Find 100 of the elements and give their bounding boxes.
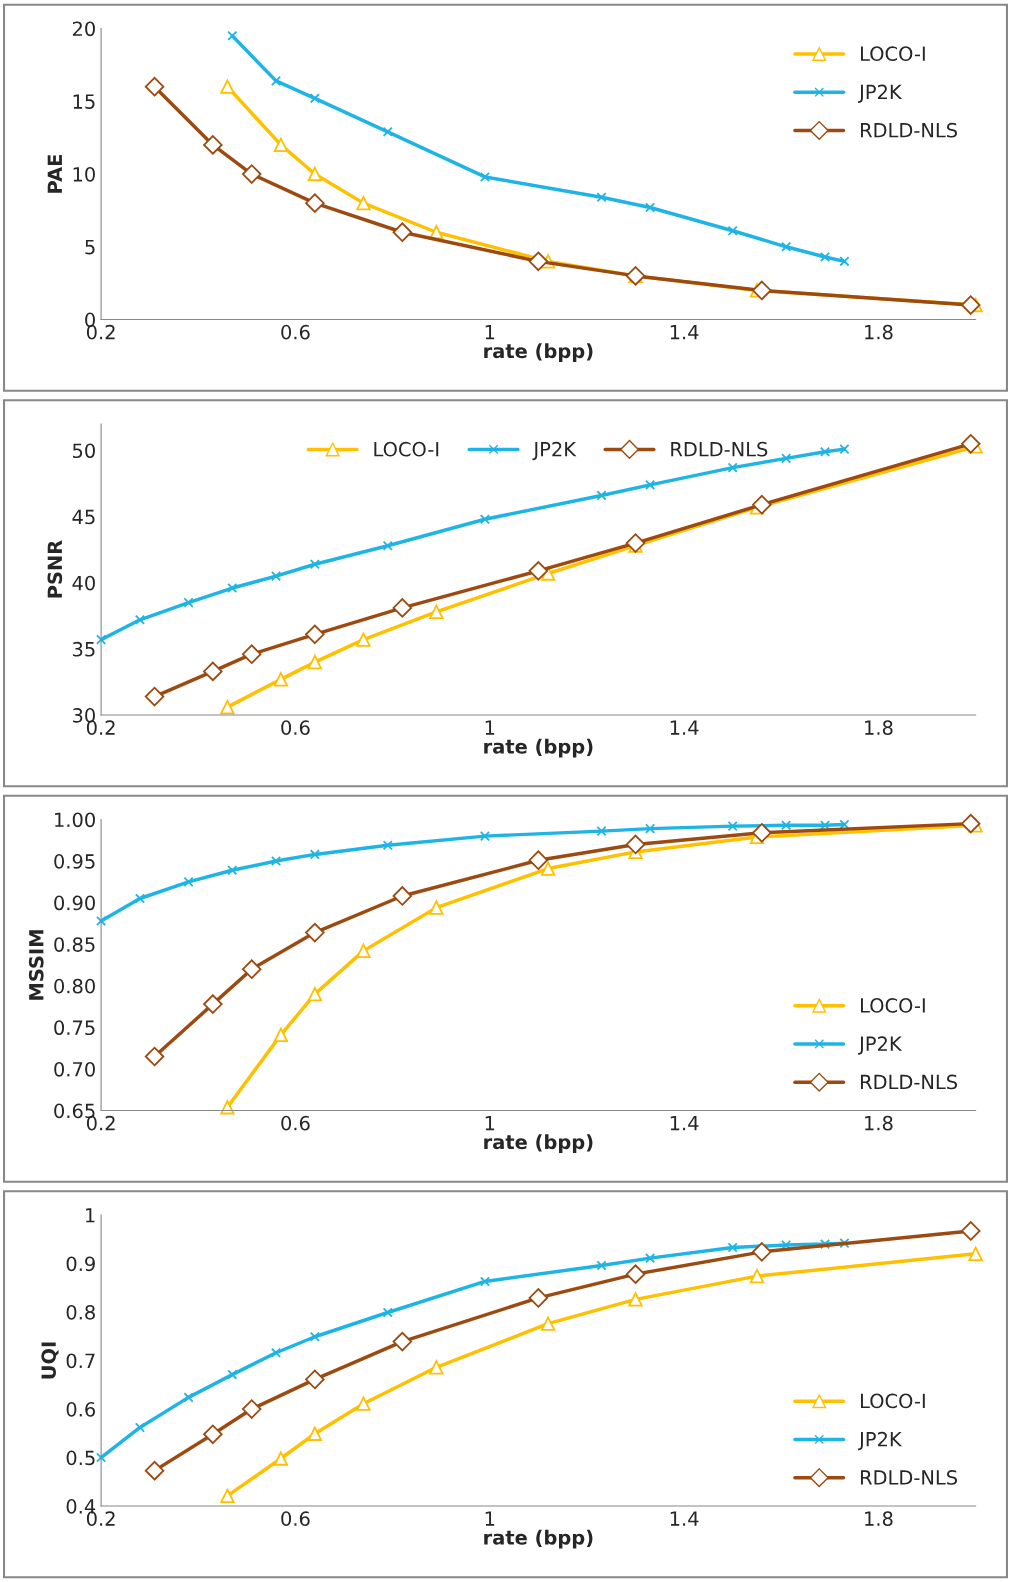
point xyxy=(645,202,656,213)
x-tick-label: 1 xyxy=(485,720,495,735)
y-axis-title: PAE xyxy=(47,155,62,193)
point xyxy=(307,654,323,670)
point xyxy=(479,171,490,183)
point xyxy=(220,699,235,715)
point xyxy=(727,821,738,832)
point xyxy=(625,834,646,855)
point xyxy=(645,823,656,834)
x-axis-title: rate (bpp) xyxy=(484,738,593,758)
point xyxy=(183,1392,194,1403)
x-tick-label: 1.4 xyxy=(670,1116,699,1131)
y-tick-label: 1 xyxy=(86,1208,95,1223)
y-tick-label: 1.00 xyxy=(55,812,95,828)
point xyxy=(134,1422,146,1433)
legend-label: JP2K xyxy=(532,441,577,461)
x-tick-label: 1 xyxy=(485,1116,495,1131)
point xyxy=(819,446,831,457)
y-tick-label: 0.7 xyxy=(66,1353,95,1369)
point xyxy=(781,820,792,831)
y-tick-label: 35 xyxy=(72,641,95,657)
point xyxy=(241,959,262,979)
point xyxy=(220,1488,235,1504)
point xyxy=(220,79,235,94)
point xyxy=(596,490,607,501)
point xyxy=(752,1242,772,1262)
legend-label: JP2K xyxy=(858,1036,903,1055)
point xyxy=(227,1369,238,1380)
point xyxy=(309,1331,320,1342)
x-tick-label: 1.8 xyxy=(865,720,893,735)
point xyxy=(96,634,107,645)
point xyxy=(528,251,549,272)
point xyxy=(144,686,165,707)
point xyxy=(392,886,413,906)
point xyxy=(839,1238,850,1249)
point xyxy=(241,164,262,184)
y-tick-label: 0.90 xyxy=(54,895,95,911)
point xyxy=(839,444,850,455)
x-tick-label: 1.8 xyxy=(865,324,893,340)
x-tick-label: 1.4 xyxy=(670,1511,699,1526)
legend-label: RDLD-NLS xyxy=(860,1074,958,1090)
point xyxy=(625,533,646,553)
y-tick-label: 0.75 xyxy=(54,1020,95,1036)
y-tick-label: 20 xyxy=(72,21,95,37)
point xyxy=(968,1246,983,1261)
legend-label: LOCO-I xyxy=(860,46,925,62)
y-tick-label: 0.85 xyxy=(54,937,95,952)
point xyxy=(356,632,371,647)
point xyxy=(429,604,444,620)
x-tick-label: 1 xyxy=(485,1511,495,1526)
point xyxy=(305,1369,325,1390)
point xyxy=(479,1276,490,1287)
point xyxy=(528,850,549,870)
y-tick-label: 0.80 xyxy=(54,978,95,994)
x-axis-title: rate (bpp) xyxy=(484,1134,593,1154)
legend-label: JP2K xyxy=(858,84,903,103)
y-tick-label: 40 xyxy=(72,575,95,591)
point xyxy=(752,823,772,843)
point xyxy=(961,813,981,834)
point xyxy=(96,915,107,927)
point xyxy=(203,994,223,1014)
point xyxy=(479,514,490,525)
legend-label: RDLD-NLS xyxy=(860,1470,958,1485)
point xyxy=(752,280,772,301)
x-axis-title: rate (bpp) xyxy=(484,1529,593,1549)
point xyxy=(273,672,289,687)
point xyxy=(183,876,194,887)
legend-label: RDLD-NLS xyxy=(860,122,958,138)
point xyxy=(144,1460,165,1481)
point xyxy=(270,1347,282,1358)
point xyxy=(270,571,282,582)
point xyxy=(305,922,325,943)
legend-label: LOCO-I xyxy=(860,998,925,1013)
x-axis-title: rate (bpp) xyxy=(484,343,593,363)
point xyxy=(625,1264,646,1284)
point xyxy=(273,1027,289,1043)
point xyxy=(429,1360,444,1375)
point xyxy=(596,192,607,203)
point xyxy=(382,540,393,551)
point xyxy=(382,126,393,137)
point xyxy=(203,135,223,155)
point xyxy=(781,241,792,252)
point xyxy=(961,1221,981,1241)
y-tick-label: 45 xyxy=(72,509,95,525)
point xyxy=(203,661,223,682)
y-tick-label: 0.9 xyxy=(66,1256,95,1272)
y-tick-label: 0.70 xyxy=(54,1061,95,1077)
point xyxy=(356,943,371,959)
y-axis-title: UQI xyxy=(41,1342,59,1379)
point xyxy=(540,1316,556,1331)
point xyxy=(307,986,323,1002)
legend-label: LOCO-I xyxy=(374,441,439,457)
point xyxy=(540,861,556,876)
point xyxy=(961,295,981,315)
point xyxy=(749,1268,765,1284)
point xyxy=(961,434,981,454)
point xyxy=(356,1396,371,1411)
point xyxy=(645,479,656,490)
y-axis-title: MSSIM xyxy=(28,930,44,1000)
point xyxy=(528,561,549,581)
